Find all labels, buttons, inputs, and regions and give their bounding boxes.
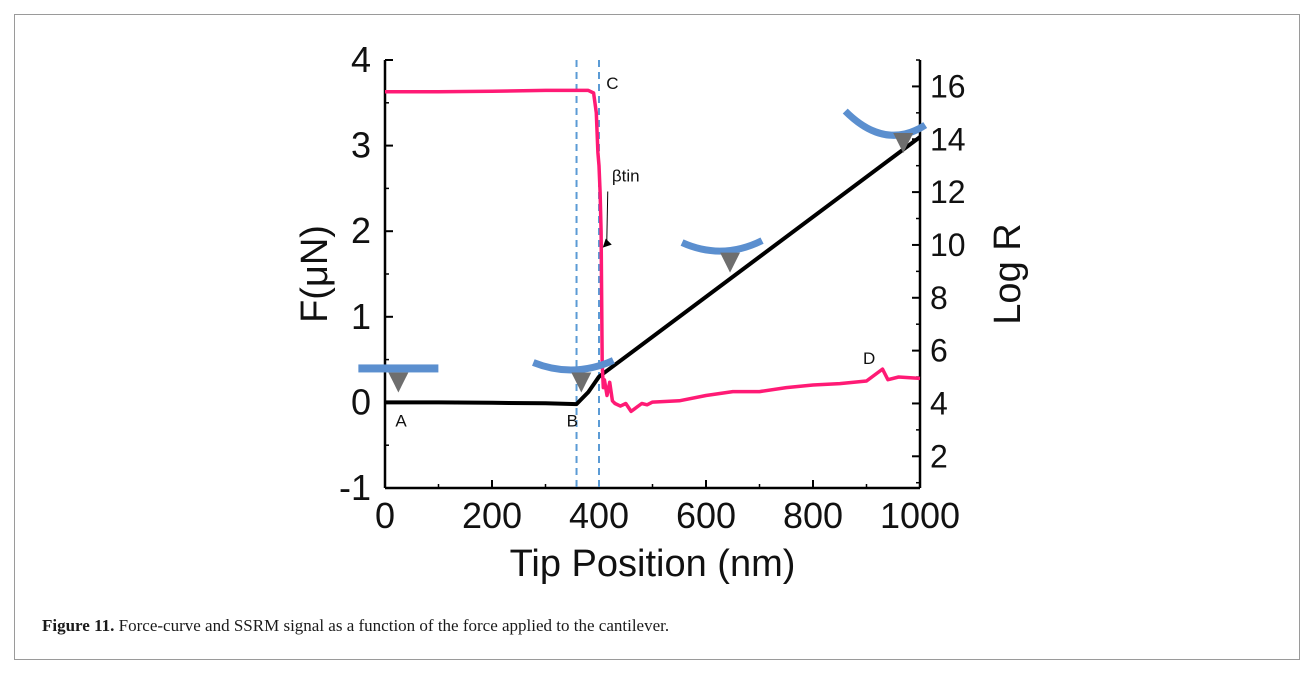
figure-caption: Figure 11. Force-curve and SSRM signal a… — [42, 616, 1282, 636]
probe-tip-icon — [720, 252, 741, 273]
y-right-tick-label: 12 — [930, 174, 966, 210]
cantilever-icon — [842, 108, 928, 154]
cantilever-icon — [358, 364, 439, 393]
y-left-tick-label: 1 — [351, 296, 371, 337]
annotation-arrow-head — [602, 238, 612, 248]
cantilever-beam — [358, 364, 439, 373]
y-left-tick-label: -1 — [339, 467, 371, 508]
cantilever-beam — [680, 237, 764, 255]
point-label-b: B — [567, 411, 578, 430]
y-axis-left-label: F(μN) — [294, 225, 336, 323]
y-right-tick-label: 16 — [930, 68, 966, 104]
point-label-d: D — [863, 349, 875, 368]
y-axis-right-label: Log R — [987, 223, 1029, 324]
cantilever-icon — [680, 237, 764, 273]
beta-tin-annotation: βtin — [612, 167, 640, 186]
x-tick-label: 1000 — [880, 495, 960, 536]
caption-label: Figure 11. — [42, 616, 115, 635]
y-left-tick-label: 3 — [351, 125, 371, 166]
point-label-c: C — [606, 74, 618, 93]
probe-tip-icon — [388, 372, 409, 393]
y-right-tick-label: 2 — [930, 438, 948, 474]
plot-area — [358, 60, 928, 488]
annotation-arrow-line — [606, 191, 609, 244]
y-right-tick-label: 8 — [930, 280, 948, 316]
x-tick-label: 200 — [462, 495, 522, 536]
force-curve-line — [385, 135, 922, 407]
y-left-tick-label: 2 — [351, 210, 371, 251]
point-label-a: A — [395, 411, 407, 430]
x-tick-label: 600 — [676, 495, 736, 536]
figure-frame — [14, 14, 1300, 660]
y-right-tick-label: 4 — [930, 385, 948, 421]
y-right-tick-label: 6 — [930, 333, 948, 369]
x-tick-label: 800 — [783, 495, 843, 536]
cantilever-icon — [532, 357, 615, 393]
cantilever-beam — [842, 108, 928, 139]
probe-tip-icon — [893, 133, 914, 154]
y-left-tick-label: 4 — [351, 39, 371, 80]
y-right-tick-label: 14 — [930, 121, 966, 157]
y-left-tick-label: 0 — [351, 381, 371, 422]
caption-text: Force-curve and SSRM signal as a functio… — [114, 616, 670, 635]
probe-tip-icon — [571, 372, 592, 393]
x-tick-label: 0 — [375, 495, 395, 536]
y-right-tick-label: 10 — [930, 227, 966, 263]
x-axis-label: Tip Position (nm) — [510, 543, 796, 585]
x-tick-label: 400 — [569, 495, 629, 536]
cantilever-beam — [532, 357, 615, 374]
resistance-curve-line — [385, 88, 921, 414]
